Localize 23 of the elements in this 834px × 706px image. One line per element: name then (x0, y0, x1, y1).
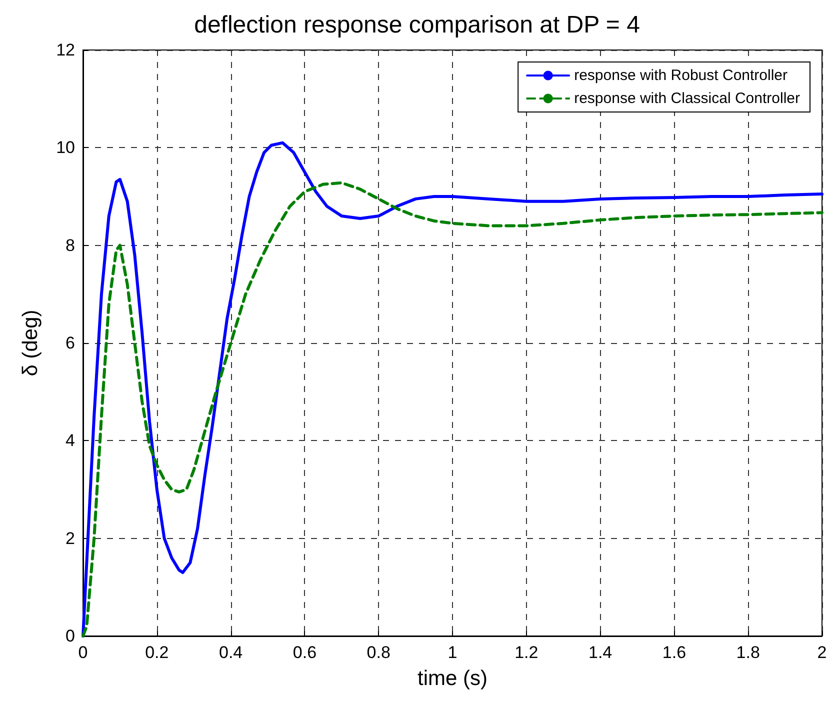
x-tick-label: 1 (448, 643, 458, 662)
legend-label: response with Classical Controller (574, 90, 800, 107)
y-tick-label: 6 (66, 334, 75, 352)
x-axis-title: time (s) (418, 667, 488, 690)
y-tick-label: 0 (66, 626, 75, 646)
x-tick-label: 0.8 (366, 643, 390, 662)
x-tick-label: 0.6 (292, 643, 317, 662)
x-tick-label: 1.6 (662, 643, 686, 662)
x-tick-label: 1.4 (588, 643, 612, 662)
y-axis-title: δ (deg) (19, 310, 42, 376)
y-tick-label: 12 (56, 40, 75, 60)
x-tick-label: 0 (78, 643, 88, 662)
y-tick-label: 10 (56, 138, 75, 158)
chart-title: deflection response comparison at DP = 4 (194, 12, 640, 38)
legend-label: response with Robust Controller (574, 67, 788, 84)
x-tick-label: 0.2 (145, 643, 169, 662)
y-tick-label: 2 (66, 528, 75, 548)
y-tick-label: 4 (66, 431, 75, 450)
y-tick-label: 8 (66, 236, 75, 255)
x-tick-label: 2 (817, 643, 827, 662)
x-tick-label: 0.4 (218, 643, 243, 662)
x-tick-label: 1.2 (514, 643, 538, 662)
x-tick-label: 1.8 (736, 643, 760, 662)
